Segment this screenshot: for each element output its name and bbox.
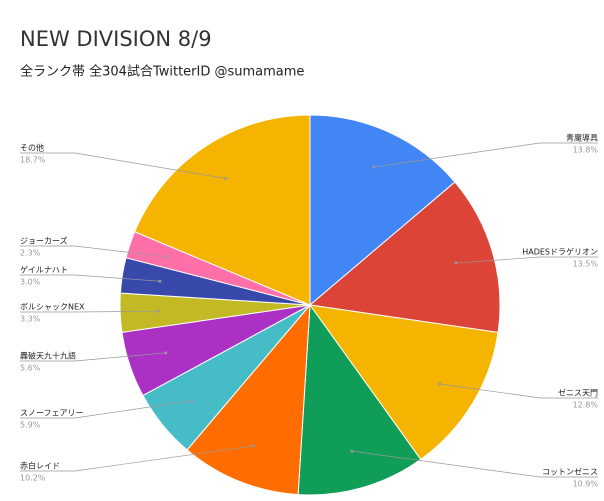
- slice-value: 3.3%: [20, 315, 41, 324]
- leader-dot: [158, 279, 162, 283]
- slice-value: 12.8%: [573, 401, 599, 410]
- slice-value: 10.9%: [573, 480, 599, 489]
- slice-value: 3.0%: [20, 278, 41, 287]
- pie-slice: [297, 303, 422, 496]
- slice-label: ジョーカーズ: [20, 236, 68, 246]
- leader-line: [74, 400, 193, 419]
- leader-line: [373, 142, 541, 168]
- slice-label: ボルシャックNEX: [20, 303, 85, 312]
- slice-value: 13.8%: [573, 146, 599, 155]
- slice-label: 轟破天九十九語: [20, 351, 76, 361]
- leader-dot: [164, 351, 168, 355]
- slice-label: ゲイルナハト: [20, 265, 68, 275]
- leader-line: [439, 383, 541, 399]
- leader-dot: [372, 165, 376, 169]
- leader-dot: [350, 449, 354, 453]
- leader-line: [456, 256, 541, 264]
- leader-dot: [224, 176, 228, 180]
- slice-value: 2.3%: [20, 249, 41, 258]
- leader-dot: [190, 399, 194, 403]
- slice-value: 10.2%: [20, 474, 46, 483]
- leader-line: [74, 310, 159, 313]
- leader-line: [74, 245, 166, 258]
- slice-label: その他: [20, 143, 44, 153]
- pie-slice: [186, 303, 311, 496]
- leader-line: [351, 450, 541, 478]
- leader-line: [74, 274, 160, 282]
- chart-subtitle: 全ランク帯 全304試合TwitterID @sumamame: [20, 64, 304, 80]
- chart-title: NEW DIVISION 8/9: [20, 27, 212, 51]
- slice-value: 5.9%: [20, 421, 41, 430]
- leader-dot: [438, 382, 442, 386]
- pie-slice: [308, 304, 499, 461]
- slice-value: 13.5%: [573, 260, 599, 269]
- pie-slice: [309, 114, 456, 307]
- slice-label: 赤白レイド: [20, 461, 60, 471]
- pie-slice: [134, 114, 311, 306]
- leader-dot: [164, 255, 168, 259]
- leader-dot: [454, 261, 458, 265]
- slice-label: 青魔導具: [566, 133, 598, 143]
- slice-label: ゼニス天門: [558, 388, 598, 398]
- slice-label: スノーフェアリー: [20, 409, 84, 418]
- leader-line: [74, 445, 254, 472]
- leader-line: [74, 352, 166, 362]
- slice-label: コットンゼニス: [542, 467, 598, 477]
- slice-value: 5.6%: [20, 364, 41, 373]
- slice-value: 18.7%: [20, 156, 46, 165]
- leader-dot: [156, 309, 160, 313]
- slice-label: HADESドラゲリオン: [522, 247, 598, 257]
- leader-line: [74, 152, 226, 179]
- pie-slice: [308, 181, 501, 333]
- leader-dot: [251, 444, 255, 448]
